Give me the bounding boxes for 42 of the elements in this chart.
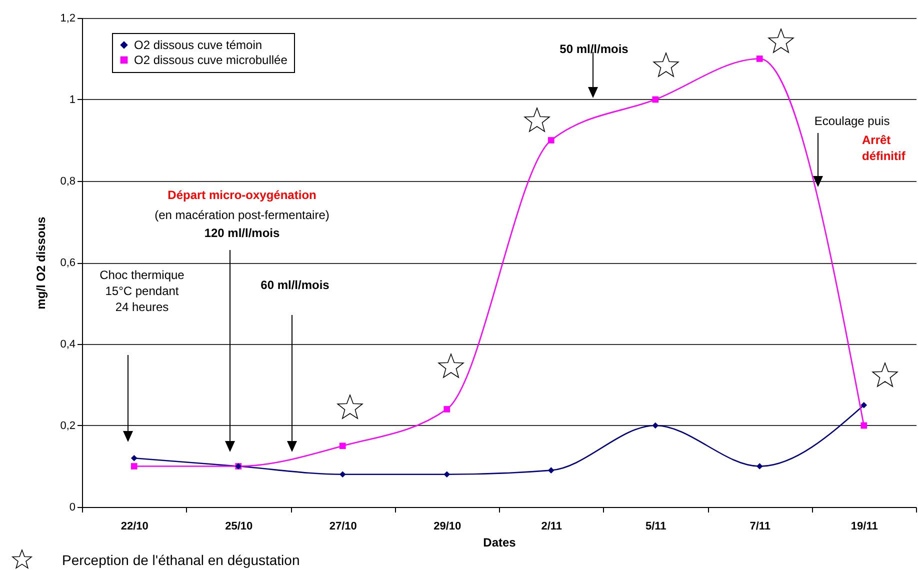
annotation: Départ micro-oxygénation — [168, 188, 316, 202]
point — [130, 454, 138, 462]
y-tick-label: 0,6 — [60, 257, 76, 269]
y-tick-label: 0,8 — [60, 176, 76, 188]
point — [652, 96, 659, 103]
y-tick-label: 0 — [69, 502, 76, 514]
x-tick-label: 27/10 — [329, 520, 357, 532]
point — [130, 463, 138, 470]
text: Perception de l'éthanal en dégustation — [62, 552, 300, 568]
annotation: 50 ml/l/mois — [560, 42, 629, 56]
point — [860, 402, 868, 408]
x-tick-label: 22/10 — [120, 520, 148, 532]
annotation: Arrêt définitif — [862, 133, 906, 163]
legend-label: O2 dissous cuve microbullée — [134, 53, 288, 67]
x-tick-label: 19/11 — [850, 520, 878, 532]
y-tick-label: 1,2 — [60, 12, 76, 24]
annotation: (en macération post-fermentaire) — [154, 208, 330, 222]
y-tick-label: 0,2 — [60, 420, 76, 432]
point — [756, 56, 763, 62]
point — [339, 442, 346, 450]
x-tick-label: 7/11 — [750, 520, 771, 532]
point — [444, 471, 450, 478]
annotation: Ecoulage puis — [814, 114, 890, 128]
x-tick-label: 25/10 — [225, 520, 253, 532]
x-axis-title: Dates — [483, 536, 516, 550]
point — [339, 471, 346, 478]
y-tick-label: 1 — [69, 94, 76, 106]
annotation: 60 ml/l/mois — [260, 278, 330, 292]
y-tick-label: 0,4 — [60, 338, 76, 350]
annotation: Choc thermique 15°C pendant 24 heures — [100, 268, 185, 314]
annotation: 120 ml/l/mois — [204, 226, 280, 240]
point — [444, 406, 450, 412]
point — [756, 463, 763, 470]
x-tick-label: 5/11 — [645, 520, 666, 532]
x-tick-label: 2/11 — [541, 520, 562, 532]
point — [548, 467, 554, 474]
point — [652, 422, 659, 429]
x-tick-label: 29/10 — [434, 520, 462, 532]
point — [548, 137, 554, 144]
point — [860, 422, 868, 429]
legend-label: O2 dissous cuve témoin — [134, 38, 262, 52]
y-axis-title: mg/l O2 dissous — [34, 216, 48, 310]
